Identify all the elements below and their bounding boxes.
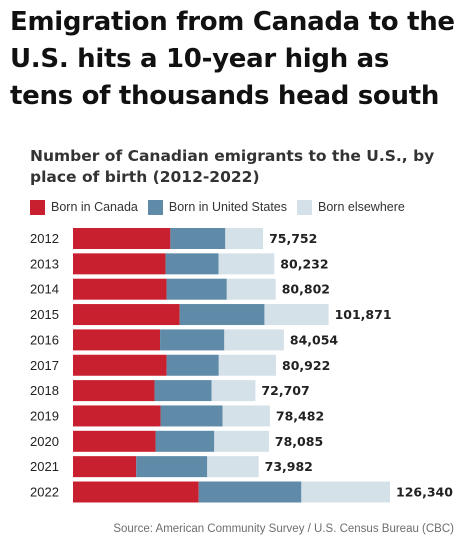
total-label-2012: 75,752 (269, 231, 317, 246)
bar-born-elsewhere-2019 (222, 405, 270, 427)
bar-born-in-canada-2014 (73, 278, 167, 300)
bar-born-in-canada-2021 (73, 456, 137, 478)
year-label-2017: 2017 (30, 358, 59, 373)
bar-born-elsewhere-2015 (264, 304, 329, 326)
total-label-2013: 80,232 (280, 256, 328, 271)
total-label-2016: 84,054 (290, 332, 339, 347)
total-label-2021: 73,982 (265, 459, 313, 474)
source-note: Source: American Community Survey / U.S.… (113, 523, 454, 535)
year-label-2016: 2016 (30, 332, 59, 347)
year-label-2013: 2013 (30, 256, 59, 271)
bar-born-in-canada-2019 (73, 405, 161, 427)
bar-born-elsewhere-2014 (226, 278, 276, 300)
legend-label-born-in-canada: Born in Canada (51, 200, 138, 214)
bar-born-elsewhere-2017 (218, 354, 277, 376)
year-label-2021: 2021 (30, 459, 59, 474)
year-label-2022: 2022 (30, 485, 59, 500)
headline: Emigration from Canada to the U.S. hits … (10, 7, 455, 111)
bar-born-in-canada-2020 (73, 430, 156, 452)
bar-born-in-united-states-2021 (136, 456, 208, 478)
legend-swatch-born-in-canada (30, 199, 45, 215)
bar-born-in-canada-2015 (73, 304, 180, 326)
legend-item-born-in-canada: Born in Canada (30, 199, 138, 215)
bar-born-in-canada-2018 (73, 380, 155, 402)
bar-born-in-united-states-2017 (166, 354, 219, 376)
bar-born-in-canada-2017 (73, 354, 167, 376)
bar-born-in-united-states-2015 (179, 304, 265, 326)
bar-born-in-canada-2012 (73, 228, 171, 249)
legend-item-born-in-united-states: Born in United States (147, 199, 287, 215)
total-label-2018: 72,707 (261, 383, 309, 398)
bar-born-elsewhere-2022 (301, 481, 390, 503)
bar-born-elsewhere-2018 (211, 380, 256, 402)
bar-born-in-canada-2016 (73, 329, 161, 351)
bar-born-in-united-states-2022 (198, 481, 302, 503)
legend-label-born-in-united-states: Born in United States (168, 200, 287, 214)
chart-legend: Born in Canada Born in United States Bor… (30, 199, 415, 215)
total-label-2017: 80,922 (282, 358, 330, 373)
bar-born-elsewhere-2020 (214, 430, 269, 452)
stacked-bar-chart: 2012 75,752 2013 80,232 2014 80,802 2015 101,87… (30, 228, 453, 503)
year-label-2015: 2015 (30, 307, 59, 322)
year-label-2020: 2020 (30, 434, 59, 449)
bar-born-in-united-states-2018 (154, 380, 212, 402)
bar-born-in-united-states-2019 (160, 405, 223, 427)
bar-born-in-united-states-2016 (160, 329, 225, 351)
year-label-2019: 2019 (30, 408, 59, 423)
bar-born-in-united-states-2012 (170, 228, 226, 249)
bar-born-in-canada-2013 (73, 253, 166, 275)
legend-swatch-born-in-united-states (147, 199, 163, 215)
chart-title: Number of Canadian emigrants to the U.S.… (30, 147, 435, 186)
total-label-2019: 78,482 (276, 408, 324, 423)
legend-item-born-elsewhere: Born elsewhere (297, 199, 405, 215)
year-label-2012: 2012 (30, 231, 59, 246)
legend-label-born-elsewhere: Born elsewhere (318, 200, 405, 214)
year-label-2014: 2014 (30, 282, 59, 297)
bar-born-in-united-states-2013 (165, 253, 219, 275)
total-label-2022: 126,340 (396, 485, 453, 500)
bar-born-elsewhere-2012 (225, 228, 264, 249)
bar-born-in-canada-2022 (73, 481, 199, 503)
legend-swatch-born-elsewhere (297, 199, 312, 215)
year-label-2018: 2018 (30, 383, 59, 398)
total-label-2020: 78,085 (275, 434, 323, 449)
bar-born-elsewhere-2016 (224, 329, 284, 351)
bar-born-in-united-states-2020 (155, 430, 215, 452)
bar-born-elsewhere-2021 (207, 456, 259, 478)
bar-born-elsewhere-2013 (218, 253, 275, 275)
bar-born-in-united-states-2014 (166, 278, 227, 300)
total-label-2014: 80,802 (282, 282, 330, 297)
total-label-2015: 101,871 (335, 307, 392, 322)
